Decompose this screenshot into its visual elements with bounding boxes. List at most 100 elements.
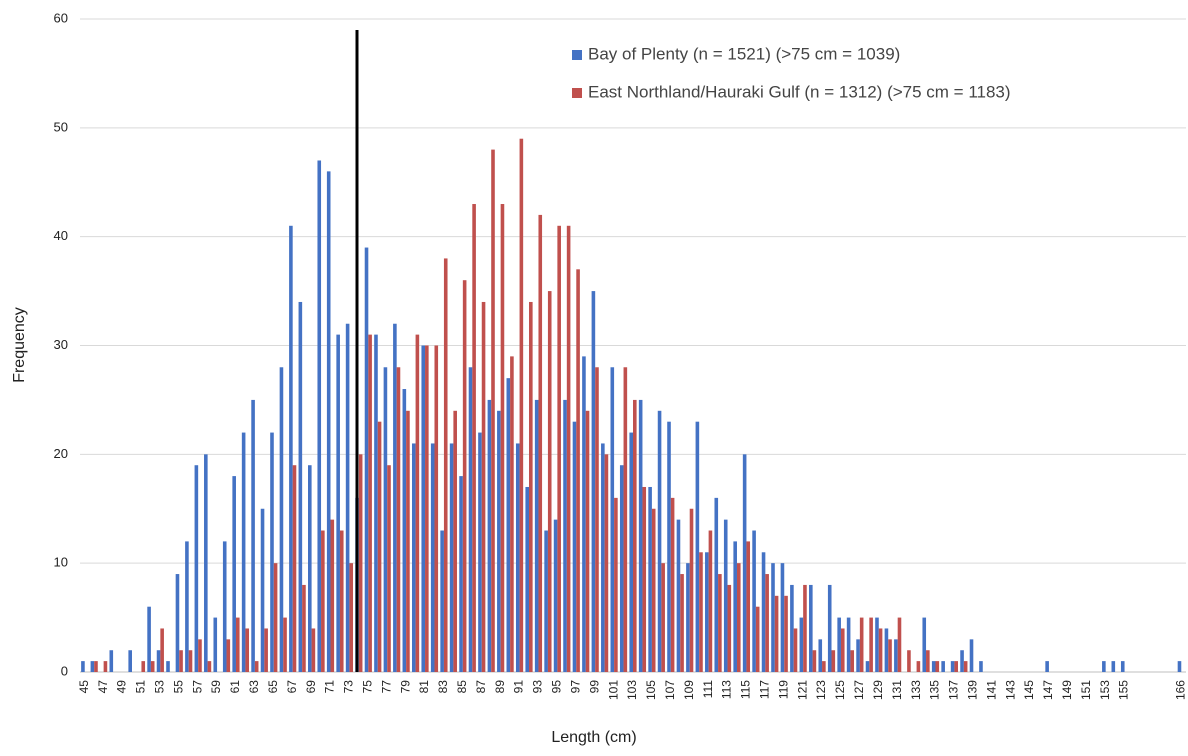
bar xyxy=(481,301,486,672)
bar xyxy=(368,334,372,672)
bar xyxy=(831,650,836,672)
bar xyxy=(742,454,747,672)
bar xyxy=(931,661,936,672)
bar xyxy=(336,334,340,672)
bar xyxy=(774,595,779,672)
bar xyxy=(292,465,297,672)
bar xyxy=(430,443,435,672)
bar xyxy=(907,650,911,672)
bar xyxy=(875,617,879,672)
y-tick-label: 10 xyxy=(54,555,68,570)
bar xyxy=(595,367,599,672)
bar xyxy=(179,650,183,672)
x-tick-label: 149 xyxy=(1060,680,1074,700)
bar xyxy=(780,563,785,672)
bar xyxy=(979,661,983,672)
bar xyxy=(576,269,580,672)
bar xyxy=(661,563,665,672)
bar xyxy=(856,639,860,672)
bar xyxy=(198,639,202,672)
bar xyxy=(601,443,605,672)
bar xyxy=(128,650,132,672)
bar xyxy=(727,584,732,672)
bar xyxy=(922,617,927,672)
bar xyxy=(840,628,845,672)
bar xyxy=(793,628,798,672)
bar xyxy=(349,563,354,672)
x-tick-label: 47 xyxy=(96,680,110,694)
bar xyxy=(667,421,671,672)
x-tick-label: 53 xyxy=(153,680,167,694)
x-tick-label: 57 xyxy=(190,680,204,694)
x-tick-label: 133 xyxy=(909,680,923,700)
x-axis-title: Length (cm) xyxy=(551,729,636,746)
bar xyxy=(204,454,208,672)
x-tick-label: 93 xyxy=(531,680,545,694)
bar xyxy=(585,410,590,672)
y-tick-label: 60 xyxy=(54,10,68,25)
bar xyxy=(538,214,543,672)
y-tick-label: 30 xyxy=(54,337,68,352)
legend-swatch xyxy=(572,88,582,98)
x-tick-label: 147 xyxy=(1041,680,1055,700)
bar xyxy=(434,345,439,672)
bar xyxy=(185,541,189,672)
x-tick-label: 67 xyxy=(285,680,299,694)
bar xyxy=(500,204,505,672)
bar xyxy=(235,617,240,672)
x-tick-label: 79 xyxy=(398,680,412,694)
bar xyxy=(790,584,794,672)
x-tick-label: 155 xyxy=(1117,680,1131,700)
bar xyxy=(213,617,218,672)
bar xyxy=(686,563,690,672)
bar xyxy=(506,378,511,672)
bar xyxy=(809,584,813,672)
bar xyxy=(705,552,709,672)
bar xyxy=(638,399,643,672)
bar xyxy=(1102,661,1106,672)
bar xyxy=(699,552,703,672)
bar xyxy=(289,225,293,673)
bar xyxy=(478,432,482,672)
bar xyxy=(194,465,199,672)
x-tick-label: 109 xyxy=(682,680,696,700)
x-tick-label: 103 xyxy=(625,680,639,700)
bar xyxy=(954,661,958,672)
x-tick-label: 141 xyxy=(984,680,998,700)
legend-label: East Northland/Hauraki Gulf (n = 1312) (… xyxy=(588,82,1011,101)
bar xyxy=(566,225,571,673)
bar xyxy=(94,661,98,672)
x-tick-label: 45 xyxy=(77,680,91,694)
x-tick-label: 59 xyxy=(209,680,223,694)
bar xyxy=(472,204,476,672)
bar xyxy=(916,661,921,672)
bar xyxy=(515,443,520,672)
x-tick-label: 75 xyxy=(360,680,374,694)
bar xyxy=(544,530,548,672)
bar xyxy=(623,367,628,672)
bar xyxy=(330,519,335,672)
bar xyxy=(326,171,331,672)
x-tick-label: 107 xyxy=(663,680,677,700)
bar xyxy=(160,628,164,672)
bar xyxy=(443,258,448,672)
bar xyxy=(377,421,382,672)
x-tick-label: 55 xyxy=(171,680,185,694)
bar xyxy=(582,356,586,672)
bar xyxy=(358,454,363,672)
x-tick-label: 129 xyxy=(871,680,885,700)
x-tick-label: 139 xyxy=(965,680,979,700)
bar xyxy=(264,628,268,672)
x-tick-label: 77 xyxy=(379,680,393,694)
bar xyxy=(364,247,369,673)
bar xyxy=(648,486,652,672)
x-tick-label: 101 xyxy=(606,680,620,700)
x-tick-label: 166 xyxy=(1173,680,1187,700)
bar xyxy=(894,639,898,672)
x-tick-label: 73 xyxy=(342,680,356,694)
bar xyxy=(519,138,524,672)
bar xyxy=(232,476,236,672)
bar xyxy=(491,149,495,673)
bar xyxy=(251,399,255,672)
x-tick-label: 97 xyxy=(568,680,582,694)
